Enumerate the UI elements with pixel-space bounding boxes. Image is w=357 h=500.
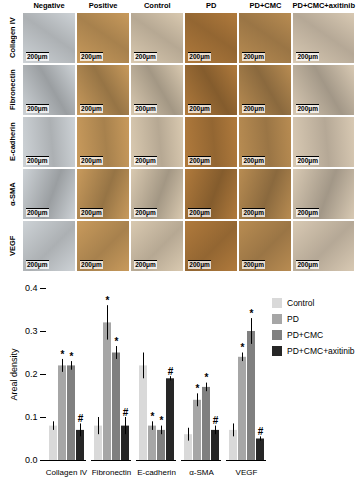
html-text:200μm: 200μm [81, 105, 102, 112]
html-text:200μm: 200μm [27, 157, 48, 164]
html-text:200μm: 200μm [135, 157, 156, 164]
html-text:200μm: 200μm [243, 209, 264, 216]
svg-text:Fibronectin: Fibronectin [92, 468, 132, 477]
svg-text:0.3: 0.3 [25, 326, 38, 336]
svg-text:0.2: 0.2 [25, 369, 38, 379]
svg-text:0.0: 0.0 [25, 455, 38, 465]
svg-text:#: # [168, 366, 174, 377]
svg-text:Areal density: Areal density [9, 348, 19, 401]
html-text:200μm: 200μm [297, 105, 319, 112]
svg-text:VEGF: VEGF [236, 468, 258, 477]
html-text:Fibronectin: Fibronectin [7, 69, 17, 111]
html-text:PD+CMC+axitinib: PD+CMC+axitinib [292, 1, 355, 10]
svg-text:*: * [196, 383, 200, 394]
html-text:E-cadherin: E-cadherin [7, 122, 17, 162]
html-text:200μm: 200μm [27, 53, 48, 60]
html-text:200μm: 200μm [81, 261, 102, 268]
svg-text:#: # [213, 415, 219, 426]
svg-text:*: * [250, 308, 254, 319]
html-text:200μm: 200μm [81, 157, 102, 164]
svg-text:α-SMA: α-SMA [189, 468, 214, 477]
html-text:200μm: 200μm [297, 209, 319, 216]
svg-text:*: * [70, 351, 74, 362]
html-text:200μm: 200μm [297, 53, 319, 60]
html-text:200μm: 200μm [297, 261, 319, 268]
html-text:200μm: 200μm [135, 261, 156, 268]
svg-text:*: * [151, 411, 155, 422]
html-text:200μm: 200μm [27, 209, 48, 216]
html-text:200μm: 200μm [189, 261, 210, 268]
html-text:α-SMA: α-SMA [7, 182, 17, 206]
html-text:VEGF: VEGF [7, 235, 17, 257]
html-text:Positive: Positive [88, 1, 118, 10]
svg-text:#: # [258, 426, 264, 437]
html-text:200μm: 200μm [243, 157, 264, 164]
svg-text:0.4: 0.4 [25, 283, 38, 293]
html-text:200μm: 200μm [243, 53, 264, 60]
svg-text:0.1: 0.1 [25, 412, 38, 422]
html-text:200μm: 200μm [135, 209, 156, 216]
html-text:PD+CMC+axitinib: PD+CMC+axitinib [287, 346, 355, 356]
svg-text:#: # [78, 413, 84, 424]
svg-text:*: * [115, 336, 119, 347]
html-text:200μm: 200μm [27, 105, 48, 112]
html-text:Control: Control [143, 1, 171, 10]
html-text:200μm: 200μm [135, 53, 156, 60]
svg-text:#: # [123, 407, 129, 418]
html-text:200μm: 200μm [189, 105, 210, 112]
svg-text:Collagen IV: Collagen IV [46, 468, 88, 477]
html-text:200μm: 200μm [81, 53, 102, 60]
svg-text:*: * [160, 415, 164, 426]
html-text:200μm: 200μm [297, 157, 319, 164]
html-text:200μm: 200μm [189, 209, 210, 216]
html-text:Control: Control [287, 298, 315, 308]
html-text:200μm: 200μm [189, 157, 210, 164]
html-text:200μm: 200μm [243, 261, 264, 268]
html-text:Negative: Negative [33, 1, 65, 10]
html-text:PD+CMC: PD+CMC [249, 1, 282, 10]
html-text:Collagen IV: Collagen IV [7, 17, 17, 59]
html-text:PD: PD [206, 1, 217, 10]
html-text:200μm: 200μm [135, 105, 156, 112]
html-text:200μm: 200μm [243, 105, 264, 112]
html-text:200μm: 200μm [81, 209, 102, 216]
svg-text:*: * [205, 372, 209, 383]
svg-text:E-cadherin: E-cadherin [137, 468, 176, 477]
svg-text:*: * [61, 349, 65, 360]
html-text:PD: PD [287, 314, 299, 324]
svg-text:*: * [106, 295, 110, 306]
svg-text:*: * [241, 342, 245, 353]
html-text:PD+CMC: PD+CMC [287, 330, 324, 340]
html-text:200μm: 200μm [27, 261, 48, 268]
html-text:200μm: 200μm [189, 53, 210, 60]
